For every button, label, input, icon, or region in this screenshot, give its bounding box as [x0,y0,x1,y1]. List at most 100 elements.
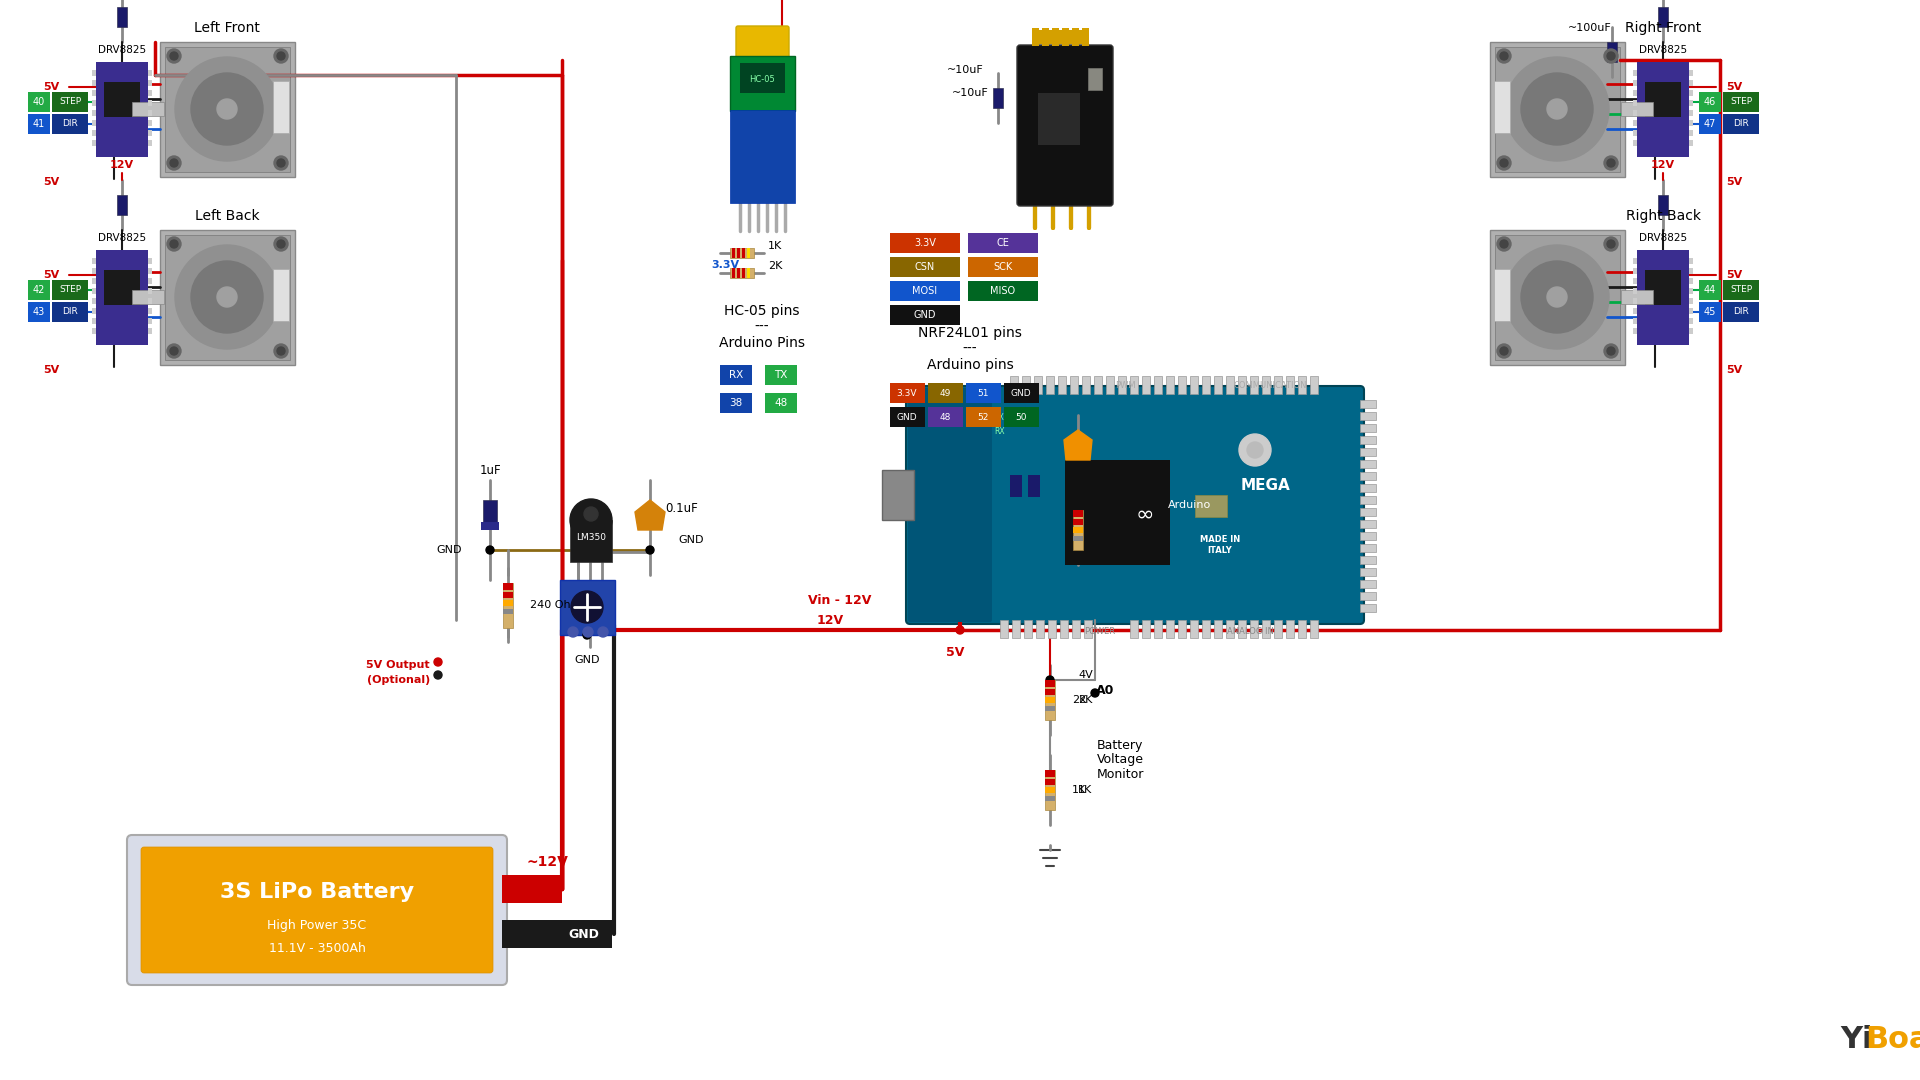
Bar [148,110,152,116]
Bar [732,248,735,258]
Bar [570,519,612,562]
Circle shape [1548,287,1567,307]
Bar [741,248,745,258]
Text: 3S LiPo Battery: 3S LiPo Battery [221,882,415,902]
Bar [1359,460,1377,468]
Bar [730,268,755,278]
Bar [92,110,96,116]
Text: MEGA: MEGA [1240,477,1290,492]
Bar [1645,270,1682,305]
Bar [1309,376,1317,394]
Bar [1044,770,1054,777]
Bar [1154,620,1162,638]
Text: 1K: 1K [768,241,781,251]
Bar [1202,376,1210,394]
Circle shape [1498,49,1511,63]
Bar [1261,376,1269,394]
Bar [1043,28,1048,46]
Bar [739,63,785,93]
Text: 5V: 5V [42,82,60,92]
Bar [1010,376,1018,394]
Bar [1634,140,1638,146]
Bar [737,248,739,258]
Bar [29,92,50,112]
Circle shape [1498,237,1511,251]
Bar [891,407,925,427]
FancyBboxPatch shape [735,26,789,60]
Text: 5V: 5V [1726,270,1741,280]
Bar [1069,30,1071,44]
Bar [1131,620,1139,638]
Bar [1690,70,1693,76]
Text: DIR: DIR [1734,120,1749,129]
Bar [92,100,96,106]
Bar [92,70,96,76]
FancyBboxPatch shape [908,388,993,622]
Text: 12V: 12V [816,613,843,626]
Text: STEP: STEP [60,285,81,295]
FancyBboxPatch shape [127,835,507,985]
Bar [501,920,563,948]
Bar [1690,90,1693,96]
Circle shape [275,345,288,357]
Bar [1165,376,1173,394]
Bar [764,365,797,384]
Text: Left Front: Left Front [194,21,259,35]
Bar [891,281,960,301]
Text: ∞: ∞ [1137,505,1154,525]
Bar [1238,376,1246,394]
Bar [1722,114,1759,134]
Circle shape [1521,261,1594,333]
Text: 40: 40 [33,97,46,107]
Text: CE: CE [996,238,1010,248]
Bar [1659,6,1668,27]
Bar [1690,288,1693,294]
Bar [891,257,960,276]
Circle shape [597,627,609,637]
Bar [1359,604,1377,612]
Text: 1K: 1K [1077,785,1092,795]
Bar [92,318,96,324]
Bar [1607,42,1617,62]
Bar [273,81,290,133]
Bar [92,90,96,96]
Bar [1638,62,1690,157]
Bar [1060,30,1062,44]
Bar [1359,424,1377,432]
Bar [1634,328,1638,334]
Bar [720,365,753,384]
Bar [1699,92,1720,112]
Bar [104,270,140,305]
Bar [159,230,296,365]
Text: MADE IN
ITALY: MADE IN ITALY [1200,536,1240,555]
Bar [1044,680,1054,687]
Bar [1494,81,1509,133]
Bar [92,258,96,264]
Text: DRV8825: DRV8825 [1640,233,1688,243]
Text: CSN: CSN [914,262,935,272]
Text: STEP: STEP [1730,285,1753,295]
Circle shape [175,57,278,161]
Bar [1690,298,1693,303]
Bar [1044,796,1054,801]
Bar [92,120,96,126]
Circle shape [1500,52,1507,60]
Bar [29,280,50,300]
Text: SCK: SCK [993,262,1012,272]
Circle shape [190,261,263,333]
Bar [1021,376,1029,394]
Bar [1066,460,1169,565]
Circle shape [1238,434,1271,465]
Bar [1027,475,1041,497]
Bar [1659,195,1668,215]
Bar [1722,92,1759,112]
Bar [503,600,513,606]
Circle shape [167,237,180,251]
Text: STEP: STEP [1730,97,1753,107]
Text: 3.3V: 3.3V [914,238,935,248]
Text: 4V: 4V [1077,670,1092,680]
Text: Arduino pins: Arduino pins [927,357,1014,372]
Text: HC-05 pins: HC-05 pins [724,303,801,318]
Bar [1238,620,1246,638]
Bar [1044,787,1054,793]
